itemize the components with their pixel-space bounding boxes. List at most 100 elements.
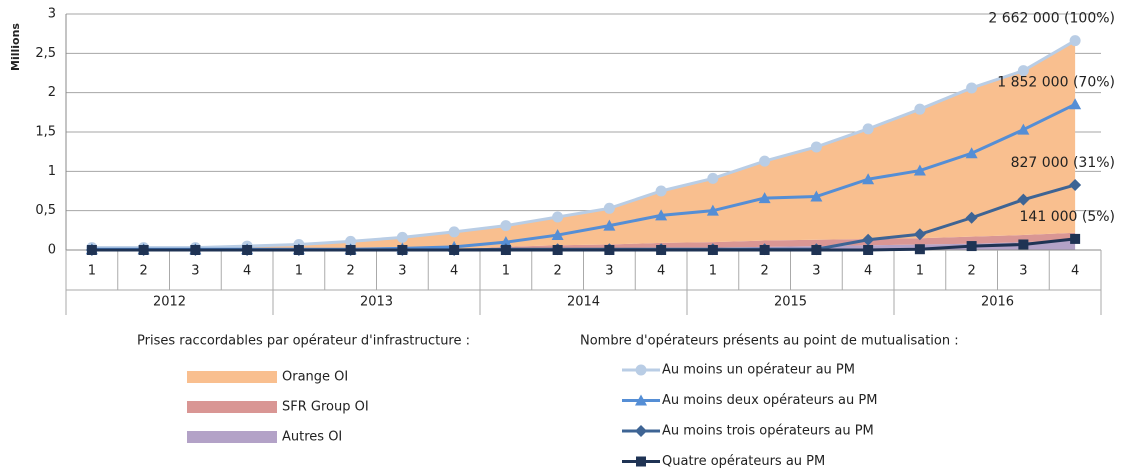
x-tick-label: 4: [864, 264, 872, 279]
point: [811, 245, 822, 255]
y-tick-label: 2: [48, 85, 56, 100]
point: [345, 235, 357, 247]
point: [862, 173, 875, 185]
y-tick-label: 3: [48, 7, 56, 22]
point: [759, 245, 770, 255]
point: [965, 147, 978, 159]
point: [965, 211, 978, 224]
x-tick-label: 1: [916, 264, 924, 279]
data-label: 2 662 000 (100%): [988, 11, 1115, 27]
x-tick-label: 3: [812, 264, 820, 279]
point: [1070, 233, 1081, 244]
point: [1017, 193, 1030, 206]
point: [914, 103, 926, 115]
point: [862, 233, 875, 246]
point: [603, 219, 616, 231]
x-tick-label: 3: [191, 264, 199, 279]
point: [552, 211, 564, 223]
point: [242, 245, 253, 255]
y-axis-label: Millions: [9, 23, 22, 71]
point: [448, 226, 460, 238]
legend-marker: [636, 456, 646, 467]
point: [810, 141, 822, 153]
x-tick-label: 3: [398, 264, 406, 279]
point: [138, 245, 149, 255]
point: [759, 155, 771, 167]
point: [655, 209, 668, 221]
line: [91, 237, 1076, 252]
point: [1018, 239, 1029, 250]
point: [1069, 35, 1081, 47]
point: [656, 245, 667, 255]
x-tick-label: 1: [709, 264, 717, 279]
point: [345, 245, 356, 255]
x-tick-label: 4: [243, 264, 251, 279]
point: [1017, 65, 1029, 77]
point: [397, 245, 408, 255]
x-tick-label: 4: [1071, 264, 1079, 279]
point: [707, 245, 718, 255]
point: [1069, 178, 1082, 191]
x-group-label: 2012: [153, 295, 186, 310]
legend-label: Au moins deux opérateurs au PM: [662, 393, 877, 408]
legend-marker: [635, 425, 647, 437]
x-tick-label: 3: [605, 264, 613, 279]
point: [190, 245, 201, 255]
y-tick-label: 2,5: [35, 46, 56, 61]
point: [913, 164, 926, 176]
x-tick-label: 2: [760, 264, 768, 279]
data-label: 141 000 (5%): [1020, 209, 1115, 225]
point: [863, 245, 874, 255]
x-tick-label: 2: [967, 264, 975, 279]
point: [396, 231, 408, 243]
point: [862, 123, 874, 135]
x-group-label: 2016: [981, 295, 1014, 310]
x-group-label: 2014: [567, 295, 600, 310]
x-tick-label: 2: [346, 264, 354, 279]
legend-marker: [635, 364, 647, 376]
point: [913, 228, 926, 241]
point: [810, 190, 823, 202]
legend-marker: [635, 394, 647, 406]
legend-swatch: [187, 401, 277, 413]
point: [1017, 123, 1030, 135]
point: [552, 245, 563, 255]
x-tick-label: 2: [553, 264, 561, 279]
x-tick-label: 1: [502, 264, 510, 279]
legend-swatch: [187, 371, 277, 383]
point: [655, 185, 667, 197]
x-tick-label: 4: [450, 264, 458, 279]
point: [603, 202, 615, 214]
y-tick-label: 0,5: [35, 203, 56, 218]
area: [91, 40, 1076, 251]
point: [293, 245, 304, 255]
y-tick-label: 1: [48, 164, 56, 179]
y-tick-label: 1,5: [35, 125, 56, 140]
legend-title: Prises raccordables par opérateur d'infr…: [137, 334, 470, 349]
x-tick-label: 1: [88, 264, 96, 279]
point: [707, 172, 719, 184]
legend-label: SFR Group OI: [282, 400, 369, 415]
data-label: 827 000 (31%): [1011, 155, 1115, 171]
y-tick-label: 0: [48, 243, 56, 258]
x-tick-label: 1: [295, 264, 303, 279]
data-label: 1 852 000 (70%): [997, 74, 1115, 90]
point: [449, 245, 460, 255]
point: [758, 192, 771, 204]
x-group-label: 2013: [360, 295, 393, 310]
x-tick-label: 4: [657, 264, 665, 279]
x-tick-label: 3: [1019, 264, 1027, 279]
legend-label: Orange OI: [282, 370, 348, 385]
legend-label: Autres OI: [282, 430, 342, 445]
point: [500, 245, 511, 255]
point: [966, 82, 978, 94]
line: [91, 39, 1076, 250]
point: [1069, 98, 1082, 110]
legend-label: Au moins trois opérateurs au PM: [662, 424, 874, 439]
x-tick-label: 2: [139, 264, 147, 279]
point: [966, 241, 977, 252]
point: [86, 245, 97, 255]
point: [706, 204, 719, 216]
point: [914, 244, 925, 255]
